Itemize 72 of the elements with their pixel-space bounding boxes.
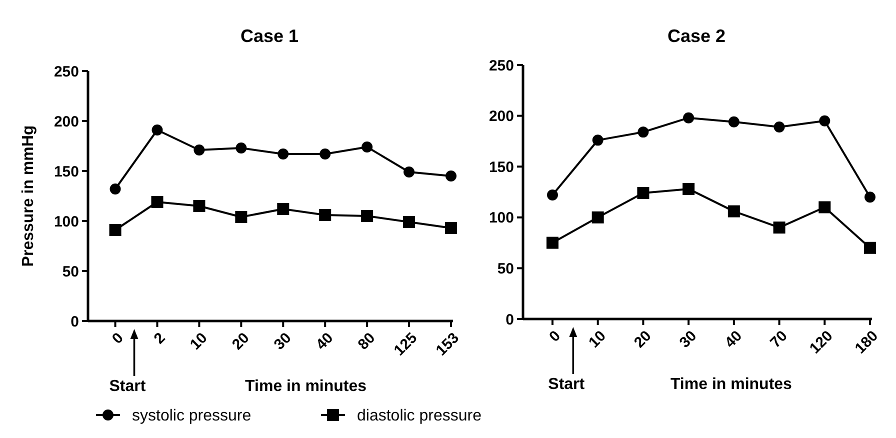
y-tick-label: 150 <box>488 158 514 176</box>
chart-title: Case 1 <box>240 26 299 46</box>
point <box>728 116 740 128</box>
point <box>235 211 248 223</box>
point <box>546 236 558 249</box>
point <box>110 184 121 194</box>
x-tick-label: 40 <box>312 330 337 354</box>
x-axis-title: Time in minutes <box>670 376 792 393</box>
point <box>193 200 206 212</box>
point <box>546 190 558 201</box>
point <box>194 144 205 156</box>
point <box>152 124 163 136</box>
point <box>819 115 830 126</box>
point <box>320 148 331 160</box>
x-tick-label: 40 <box>722 328 746 352</box>
chart-title: Case 2 <box>667 26 726 46</box>
y-tick-label: 0 <box>70 313 79 330</box>
y-tick-label: 100 <box>54 213 79 230</box>
point <box>403 216 416 228</box>
point <box>236 142 247 154</box>
y-tick-label: 200 <box>54 113 79 130</box>
point <box>728 205 740 218</box>
point <box>109 224 122 236</box>
text: Start <box>109 378 146 395</box>
x-tick-label: 20 <box>630 328 655 352</box>
point <box>151 196 164 208</box>
point <box>277 203 290 215</box>
point <box>446 170 456 182</box>
x-tick-label: 20 <box>228 330 253 354</box>
legend-label: systolic pressure <box>132 408 252 425</box>
y-tick-label: 100 <box>488 210 514 227</box>
point <box>773 222 786 234</box>
y-tick-label: 0 <box>506 311 514 328</box>
point <box>683 112 694 124</box>
point <box>319 209 332 221</box>
x-tick-label: 180 <box>852 328 882 358</box>
point <box>682 182 695 195</box>
y-tick-label: 250 <box>54 63 79 80</box>
x-tick-label: 2 <box>150 330 169 348</box>
point <box>592 134 604 146</box>
point <box>864 192 876 203</box>
x-tick-label: 70 <box>767 328 791 352</box>
point <box>361 210 374 222</box>
point <box>362 142 373 152</box>
legend-label: diastolic pressure <box>357 408 482 425</box>
y-tick-label: 50 <box>497 260 514 278</box>
text: Start <box>548 376 586 393</box>
y-tick-label: 250 <box>488 57 514 74</box>
y-tick-label: 200 <box>488 108 514 126</box>
point <box>404 166 415 178</box>
x-tick-label: 0 <box>546 328 564 346</box>
x-tick-label: 10 <box>186 330 211 354</box>
point <box>637 187 650 200</box>
x-tick-label: 120 <box>806 328 836 358</box>
point <box>638 126 649 138</box>
y-tick-label: 150 <box>54 163 79 180</box>
point <box>864 242 876 254</box>
point <box>592 211 604 224</box>
x-tick-label: 10 <box>586 328 610 352</box>
x-tick-label: 125 <box>390 330 421 360</box>
point <box>818 201 831 214</box>
x-tick-label: 0 <box>108 330 127 348</box>
point <box>445 222 457 234</box>
x-tick-label: 80 <box>354 330 379 354</box>
x-tick-label: 153 <box>432 330 463 360</box>
x-tick-label: 30 <box>270 330 295 354</box>
y-axis-title: Pressure in mmHg <box>20 125 37 267</box>
x-axis-title: Time in minutes <box>245 378 367 395</box>
x-tick-label: 30 <box>676 328 700 352</box>
point <box>774 121 785 132</box>
point <box>278 148 289 160</box>
y-tick-label: 50 <box>62 263 79 280</box>
